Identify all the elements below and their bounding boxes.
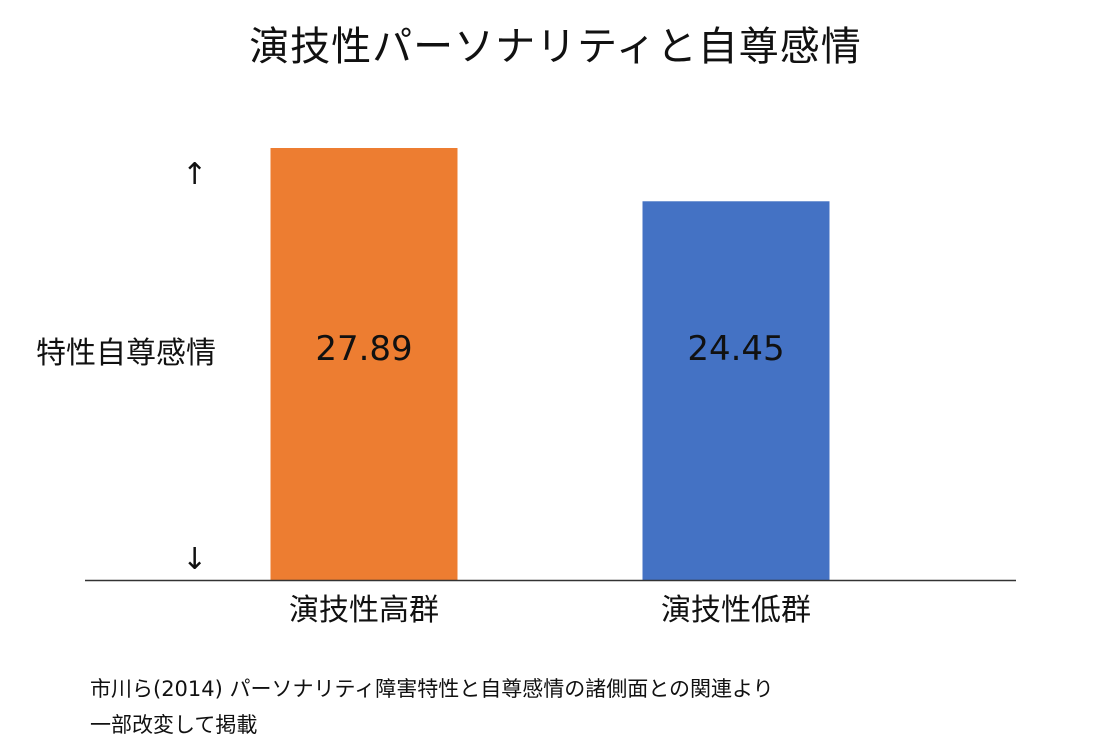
bar-1 xyxy=(270,148,458,580)
y-axis-label: 特性自尊感情 xyxy=(36,336,216,371)
down-arrow-icon: ↓ xyxy=(182,542,208,577)
x-tick-label: 演技性低群 xyxy=(661,593,811,628)
bar-value-label: 27.89 xyxy=(315,329,412,369)
source-citation: 市川ら(2014) パーソナリティ障害特性と自尊感情の諸側面との関連より xyxy=(90,677,774,701)
bar-value-label: 24.45 xyxy=(687,329,784,369)
bar-2 xyxy=(642,201,830,580)
source-note: 一部改変して掲載 xyxy=(90,713,258,737)
chart-title: 演技性パーソナリティと自尊感情 xyxy=(249,24,862,70)
x-tick-label: 演技性高群 xyxy=(289,593,439,628)
up-arrow-icon: ↑ xyxy=(182,157,208,192)
